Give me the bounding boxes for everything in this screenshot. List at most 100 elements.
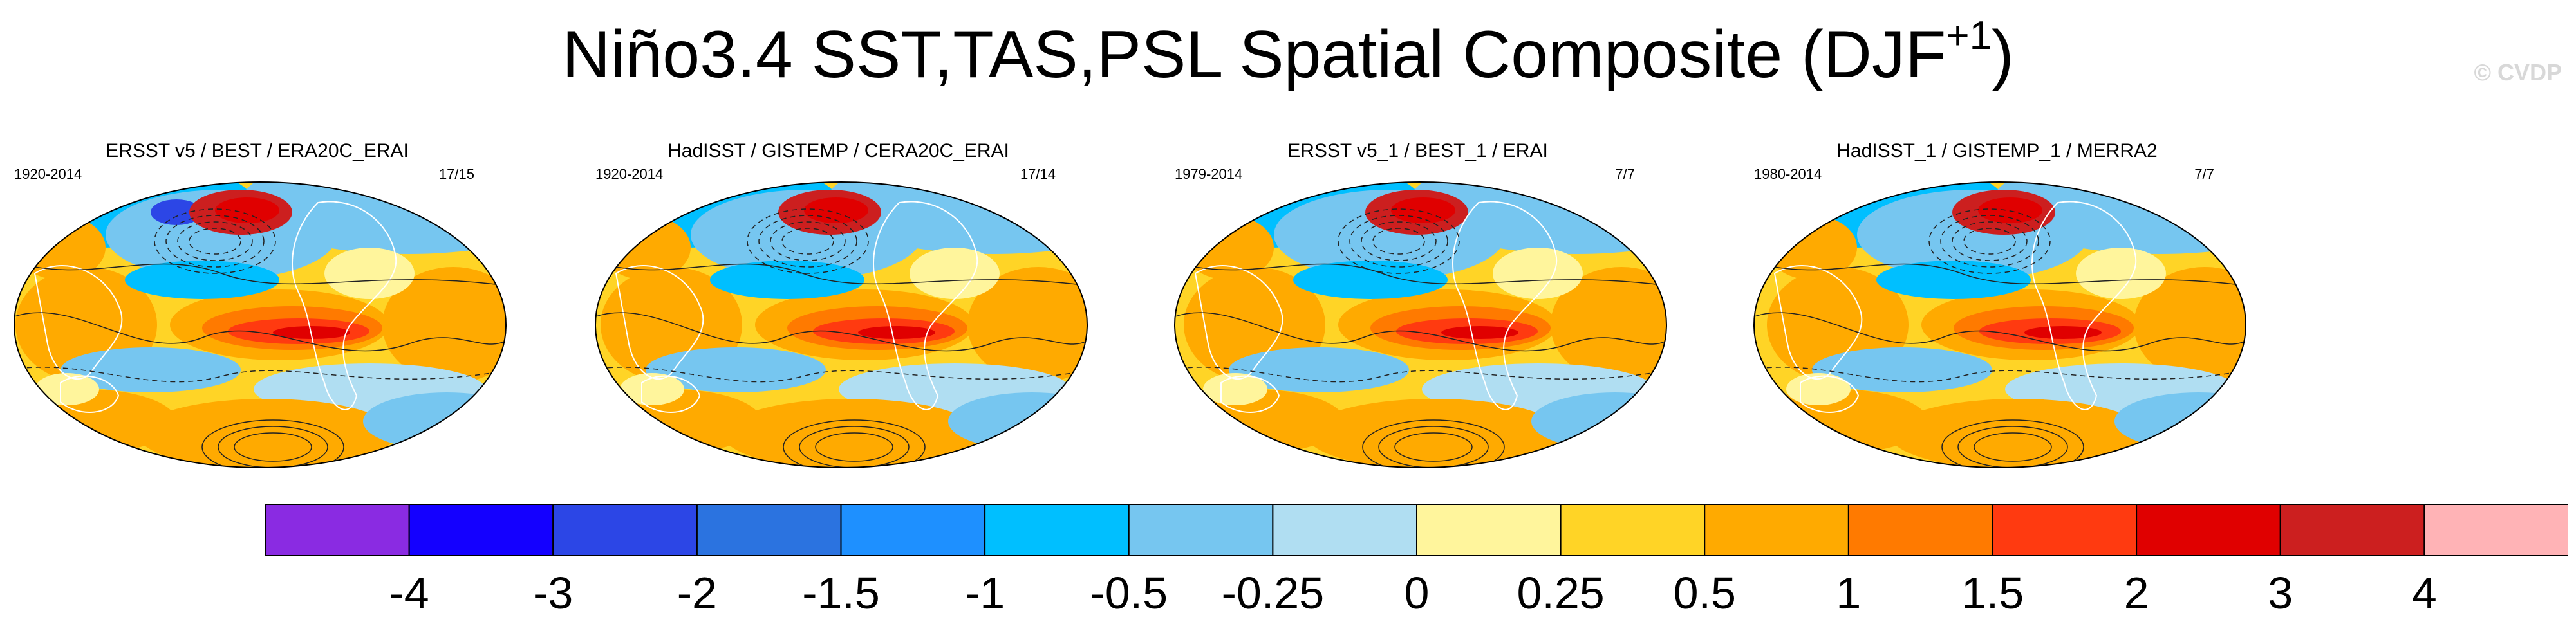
colorbar-segment xyxy=(2136,504,2281,556)
psl-contour-negative xyxy=(1940,215,2039,268)
anomaly-asia-warm xyxy=(15,215,106,280)
coastline xyxy=(1194,265,1283,380)
map-panel-2: HadISST / GISTEMP / CERA20C_ERAI 1920-201… xyxy=(583,135,1094,482)
colorbar-tick-label: -0.25 xyxy=(1221,568,1325,618)
colorbar-tick-label: 1 xyxy=(1836,568,1862,618)
panel-count: 7/7 xyxy=(2194,166,2214,182)
anomaly-kuroshio-cool xyxy=(1876,261,2031,299)
anomaly-south-pacific-cool xyxy=(646,347,826,392)
psl-contour-positive xyxy=(218,426,328,468)
colorbar-segment xyxy=(552,504,698,556)
psl-contour-negative xyxy=(1952,221,2028,261)
psl-contour-negative xyxy=(1349,215,1448,268)
anomaly-atlantic-warm xyxy=(382,267,506,383)
figure-title: Niño3.4 SST,TAS,PSL Spatial Composite (D… xyxy=(562,14,2014,92)
psl-contour-negative xyxy=(747,208,869,274)
psl-contour-positive xyxy=(1175,260,1666,287)
psl-contour-positive xyxy=(1362,419,1505,468)
colorbar-segment xyxy=(840,504,986,556)
anomaly-southern-warm-2 xyxy=(723,399,980,468)
psl-contour-positive xyxy=(595,260,1087,287)
colorbar-tick-label: -1.5 xyxy=(802,568,880,618)
psl-contour-positive xyxy=(14,312,506,352)
coastline xyxy=(873,201,978,410)
psl-contour-negative xyxy=(1754,367,2246,383)
map-panel-3: ERSST v5_1 / BEST_1 / ERAI 1979-2014 7/7 xyxy=(1162,135,1674,482)
psl-contour-negative xyxy=(595,367,1087,383)
psl-contour-negative xyxy=(1338,208,1460,274)
anomaly-north-america-warm-core xyxy=(1978,197,2042,223)
colorbar-tick-label: -0.5 xyxy=(1090,568,1168,618)
colorbar-tick-label: -4 xyxy=(389,568,429,618)
anomaly-na-neutral xyxy=(2076,248,2166,299)
panel-title: ERSST v5_1 / BEST_1 / ERAI xyxy=(1287,140,1548,161)
map-panel-4: HadISST_1 / GISTEMP_1 / MERRA2 1980-2014 7… xyxy=(1741,135,2253,482)
panel-title: HadISST / GISTEMP / CERA20C_ERAI xyxy=(667,140,1009,161)
composite-map xyxy=(595,181,1088,468)
anomaly-north-america-warm-core xyxy=(215,197,279,223)
anomaly-nino-core xyxy=(1441,326,1518,339)
anomaly-aleutian-strong-cool xyxy=(151,199,202,225)
panel-count: 7/7 xyxy=(1615,166,1635,182)
psl-contour-negative xyxy=(154,208,276,274)
anomaly-aus-neutral xyxy=(1786,373,1851,405)
anomaly-nino-core xyxy=(858,326,935,339)
map-outline xyxy=(1174,181,1667,468)
colorbar-tick-label: 2 xyxy=(2123,568,2149,618)
map-panel-1: ERSST v5 / BEST / ERA20C_ERAI 1920-2014 17… xyxy=(1,135,513,482)
psl-contour-negative xyxy=(1175,367,1666,383)
panel-years: 1979-2014 xyxy=(1175,166,1243,182)
panel-years: 1920-2014 xyxy=(595,166,664,182)
panel-title: HadISST_1 / GISTEMP_1 / MERRA2 xyxy=(1836,140,2158,161)
psl-contour-positive xyxy=(1754,312,2246,352)
psl-contour-positive xyxy=(201,419,344,468)
anomaly-southern-warm-2 xyxy=(138,399,395,468)
psl-contour-negative xyxy=(1963,228,2016,255)
cvdp-watermark: © CVDP xyxy=(2474,59,2562,86)
psl-contour-positive xyxy=(799,426,910,468)
coastline xyxy=(60,375,120,413)
colorbar-segment xyxy=(984,504,1130,556)
colorbar-segment xyxy=(1992,504,2138,556)
coastline xyxy=(641,375,701,413)
anomaly-southern-warm-2 xyxy=(1889,399,2147,468)
anomaly-aus-neutral xyxy=(620,373,684,405)
psl-contour-negative xyxy=(189,228,241,255)
psl-contour-positive xyxy=(1957,426,2068,468)
psl-contour-positive xyxy=(234,432,312,462)
colorbar-segment xyxy=(696,504,842,556)
psl-contour-positive xyxy=(1974,432,2052,462)
colorbar-tick-label: 3 xyxy=(2268,568,2293,618)
colorbar xyxy=(265,504,2568,556)
anomaly-nino-core xyxy=(2024,326,2102,339)
colorbar-segment xyxy=(1272,504,1417,556)
psl-contour-negative xyxy=(758,215,857,268)
colorbar-segment xyxy=(2279,504,2425,556)
psl-contour-negative xyxy=(1928,208,2051,274)
colorbar-tick-label: 1.5 xyxy=(1961,568,2024,618)
coastline xyxy=(33,265,123,380)
psl-contour-positive xyxy=(1175,312,1666,352)
anomaly-south-pacific-cool xyxy=(1229,347,1409,392)
panel-title: ERSST v5 / BEST / ERA20C_ERAI xyxy=(106,140,409,161)
colorbar-segment xyxy=(1416,504,1562,556)
psl-contour-negative xyxy=(165,215,265,268)
colorbar-tick-label: 0.5 xyxy=(1673,568,1736,618)
psl-contour-negative xyxy=(1361,221,1437,261)
coastline xyxy=(615,265,704,380)
panel-count: 17/14 xyxy=(1020,166,1056,182)
psl-contour-positive xyxy=(14,260,506,287)
psl-contour-positive xyxy=(1378,426,1489,468)
anomaly-na-neutral xyxy=(1493,248,1583,299)
anomaly-southern-warm-2 xyxy=(1306,399,1563,468)
psl-contour-negative xyxy=(770,221,846,261)
anomaly-na-neutral xyxy=(910,248,1000,299)
anomaly-north-america-warm-core xyxy=(804,197,868,223)
psl-contour-positive xyxy=(595,312,1087,352)
composite-map xyxy=(1174,181,1667,468)
colorbar-tick-label: 0.25 xyxy=(1517,568,1605,618)
anomaly-kuroshio-cool xyxy=(710,261,864,299)
psl-contour-negative xyxy=(781,228,834,255)
anomaly-na-neutral xyxy=(324,248,415,299)
anomaly-atlantic-warm xyxy=(1551,267,1666,383)
